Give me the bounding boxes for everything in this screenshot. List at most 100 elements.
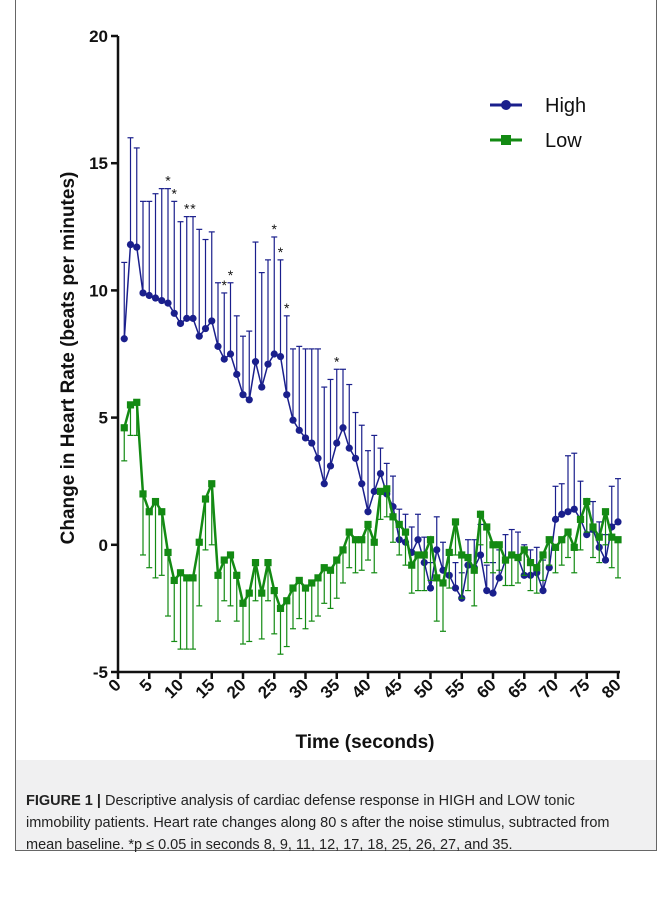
data-point bbox=[145, 291, 153, 300]
significance-marker: * bbox=[284, 300, 290, 316]
data-point bbox=[320, 564, 328, 572]
data-point bbox=[220, 556, 228, 564]
data-point bbox=[214, 571, 222, 579]
data-point bbox=[326, 462, 335, 470]
data-point bbox=[589, 523, 597, 531]
significance-marker: * bbox=[228, 267, 234, 283]
data-point bbox=[170, 576, 178, 585]
significance-marker: * bbox=[165, 173, 171, 189]
series-layer bbox=[120, 137, 622, 655]
data-point bbox=[239, 599, 247, 607]
data-point bbox=[526, 559, 535, 567]
significance-marker: * bbox=[190, 201, 196, 217]
data-point bbox=[133, 243, 141, 251]
y-axis-title: Change in Heart Rate (beats per minutes) bbox=[58, 172, 79, 545]
data-point bbox=[601, 508, 610, 516]
data-point bbox=[201, 495, 210, 503]
data-point bbox=[276, 604, 285, 612]
x-tick-label: 30 bbox=[286, 675, 313, 702]
data-point bbox=[495, 541, 503, 549]
data-point bbox=[495, 574, 503, 582]
data-point bbox=[320, 480, 328, 488]
legend-label-low: Low bbox=[545, 130, 582, 152]
data-point bbox=[420, 551, 428, 559]
data-point bbox=[139, 490, 147, 498]
data-point bbox=[333, 556, 341, 564]
data-point bbox=[289, 416, 297, 424]
x-axis-title: Time (seconds) bbox=[295, 732, 434, 753]
data-point bbox=[251, 358, 260, 366]
y-tick-label: -5 bbox=[93, 663, 108, 682]
data-point bbox=[501, 556, 510, 564]
x-tick-label: 25 bbox=[254, 675, 281, 702]
data-point bbox=[489, 589, 497, 597]
data-point bbox=[564, 508, 572, 516]
data-point bbox=[551, 515, 560, 523]
data-point bbox=[239, 391, 247, 399]
data-point bbox=[551, 543, 560, 551]
data-point bbox=[189, 314, 197, 322]
data-point bbox=[126, 241, 135, 249]
data-point bbox=[314, 574, 322, 582]
data-point bbox=[226, 551, 235, 559]
data-point bbox=[283, 597, 291, 605]
data-point bbox=[120, 335, 128, 343]
data-point bbox=[614, 536, 622, 544]
data-point bbox=[576, 515, 585, 523]
caption-box bbox=[15, 760, 656, 850]
data-point bbox=[364, 520, 372, 529]
x-tick-label: 65 bbox=[504, 675, 531, 702]
x-tick-label: 75 bbox=[567, 675, 594, 702]
x-tick-label: 20 bbox=[223, 675, 250, 702]
data-point bbox=[158, 508, 166, 516]
data-point bbox=[583, 531, 591, 539]
data-point bbox=[176, 569, 185, 577]
data-point bbox=[514, 553, 522, 562]
data-point bbox=[345, 444, 353, 452]
data-point bbox=[464, 553, 472, 562]
data-point bbox=[183, 574, 191, 582]
y-tick-label: 15 bbox=[89, 154, 108, 173]
data-point bbox=[570, 505, 578, 513]
data-point bbox=[308, 579, 316, 587]
data-point bbox=[414, 536, 422, 544]
significance-layer: *** ******* bbox=[165, 173, 340, 370]
data-point bbox=[164, 299, 172, 307]
data-point bbox=[401, 528, 410, 536]
data-point bbox=[314, 454, 322, 462]
data-point bbox=[439, 579, 447, 587]
data-point bbox=[145, 508, 153, 516]
x-tick-label: 50 bbox=[411, 675, 438, 702]
data-point bbox=[183, 314, 191, 322]
data-point bbox=[195, 538, 203, 546]
data-point bbox=[245, 396, 253, 404]
data-point bbox=[595, 533, 603, 541]
legend: High Low bbox=[490, 95, 586, 152]
data-point bbox=[483, 523, 491, 531]
data-point bbox=[245, 589, 253, 597]
data-point bbox=[189, 574, 197, 582]
data-point bbox=[295, 426, 303, 434]
data-point bbox=[364, 508, 372, 516]
data-point bbox=[583, 497, 591, 506]
data-point bbox=[226, 350, 235, 358]
x-tick-label: 10 bbox=[161, 675, 188, 702]
data-point bbox=[164, 548, 172, 557]
data-point bbox=[251, 559, 260, 567]
data-point bbox=[539, 586, 547, 595]
data-point bbox=[151, 294, 160, 302]
x-tick-label: 35 bbox=[317, 675, 344, 702]
data-point bbox=[433, 546, 441, 554]
data-point bbox=[483, 586, 491, 595]
series-low bbox=[120, 398, 622, 655]
data-point bbox=[608, 533, 616, 541]
data-point bbox=[451, 518, 460, 526]
data-point bbox=[601, 556, 610, 564]
data-point bbox=[520, 546, 528, 554]
data-point bbox=[558, 536, 566, 544]
data-point bbox=[395, 520, 403, 529]
data-point bbox=[214, 342, 222, 350]
data-point bbox=[301, 434, 310, 442]
data-point bbox=[170, 309, 178, 317]
